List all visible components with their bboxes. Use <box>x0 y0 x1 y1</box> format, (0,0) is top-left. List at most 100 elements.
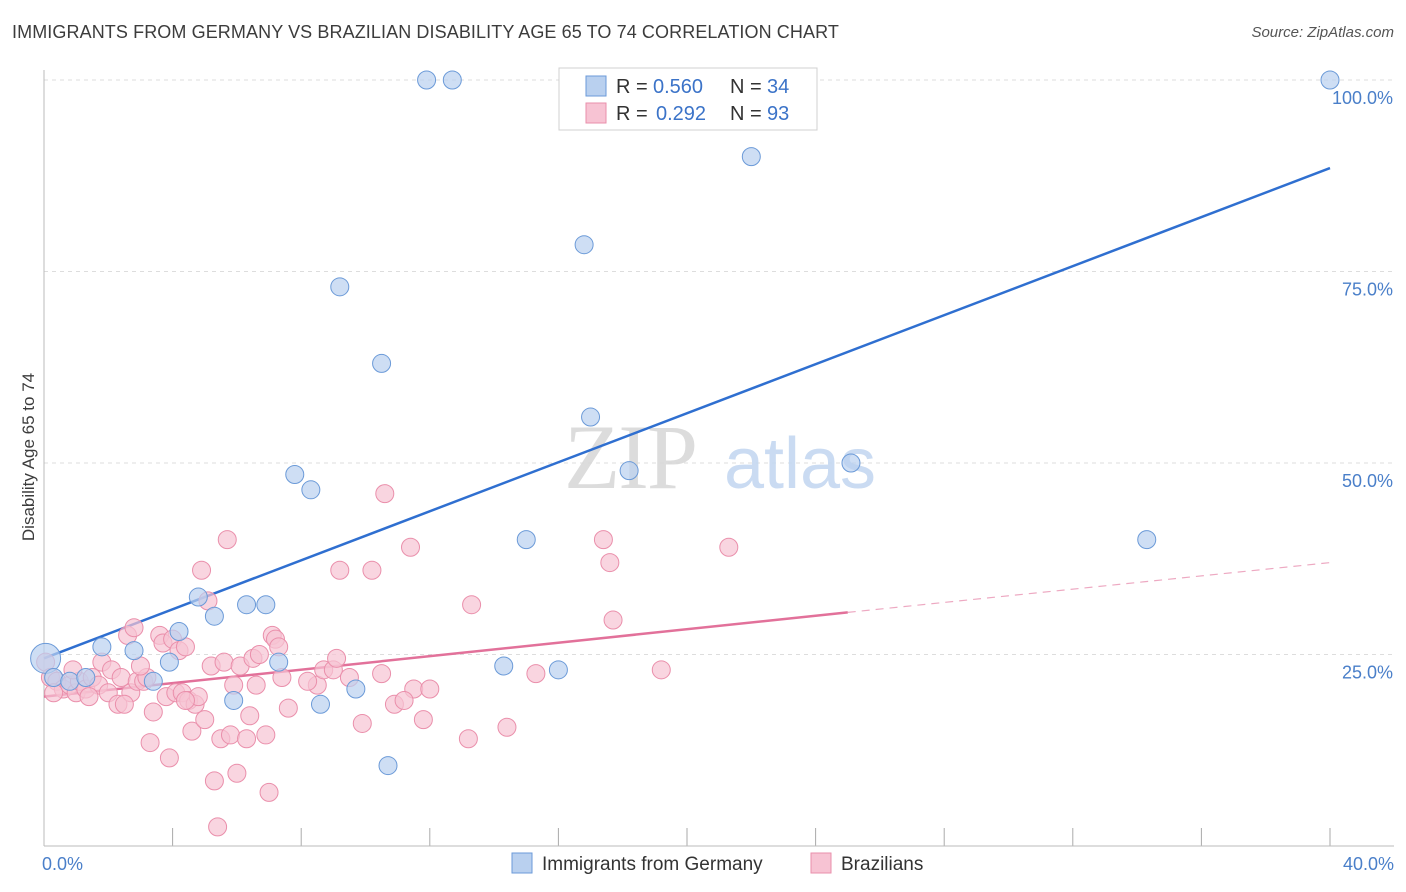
x-tick-marks <box>43 828 1331 846</box>
point-brazilians <box>246 675 266 695</box>
point-brazilians <box>375 484 395 504</box>
legend-r-label-1: R = <box>616 76 648 98</box>
point-brazilians <box>182 721 202 741</box>
point-brazilians <box>214 652 234 672</box>
point-germany <box>442 70 462 90</box>
correlation-legend: R = 0.560 N = 34 R = 0.292 N = 93 <box>558 67 818 131</box>
point-brazilians <box>603 610 623 630</box>
source-credit: Source: ZipAtlas.com <box>1251 24 1394 41</box>
point-brazilians <box>195 710 215 730</box>
point-germany <box>269 652 289 672</box>
legend-n-value-2: 93 <box>767 103 789 125</box>
point-germany <box>494 656 514 676</box>
y-tick-label: 25.0% <box>1342 663 1393 683</box>
point-brazilians <box>413 710 433 730</box>
point-brazilians <box>249 645 269 664</box>
point-brazilians <box>111 667 131 687</box>
point-brazilians <box>140 733 160 753</box>
point-germany <box>256 595 276 615</box>
point-germany <box>516 530 536 550</box>
point-brazilians <box>651 660 671 680</box>
point-brazilians <box>159 748 179 768</box>
point-germany <box>372 353 392 373</box>
y-tick-label: 100.0% <box>1332 88 1393 108</box>
point-germany <box>188 587 208 607</box>
point-brazilians <box>298 671 318 691</box>
point-brazilians <box>192 560 212 580</box>
axes <box>43 70 1394 847</box>
point-brazilians <box>220 725 240 745</box>
y-tick-labels: 25.0% 50.0% 75.0% 100.0% <box>1332 88 1393 683</box>
point-germany <box>1320 70 1340 90</box>
legend-n-value-1: 34 <box>767 76 789 98</box>
x-tick-label-max: 40.0% <box>1343 854 1394 874</box>
series-legend-label-germany: Immigrants from Germany <box>542 854 763 875</box>
point-brazilians <box>719 537 739 557</box>
point-brazilians <box>124 618 144 638</box>
point-brazilians <box>256 725 276 745</box>
x-tick-label-min: 0.0% <box>42 854 83 874</box>
point-brazilians <box>394 690 414 710</box>
series-legend: Immigrants from Germany Brazilians <box>511 852 923 875</box>
point-brazilians <box>497 717 517 737</box>
point-germany <box>417 70 437 90</box>
trend-lines <box>43 166 1331 698</box>
point-brazilians <box>462 595 482 615</box>
point-brazilians <box>458 729 478 749</box>
legend-swatch-pink <box>585 102 607 124</box>
y-axis-label: Disability Age 65 to 74 <box>19 373 38 541</box>
scatter-points <box>30 70 1340 837</box>
point-germany <box>204 606 224 626</box>
point-brazilians <box>327 648 347 668</box>
point-germany <box>1137 530 1157 550</box>
legend-r-value-1: 0.560 <box>653 76 703 98</box>
point-germany <box>44 667 64 687</box>
y-tick-label: 75.0% <box>1342 280 1393 300</box>
point-brazilians <box>143 702 163 722</box>
point-germany <box>574 235 594 255</box>
point-germany <box>301 480 321 500</box>
trend-line-extension-brazilians <box>847 561 1331 613</box>
point-germany <box>741 147 761 167</box>
point-germany <box>841 453 861 473</box>
point-germany <box>237 595 257 615</box>
watermark: ZIP atlas <box>564 406 876 508</box>
point-brazilians <box>175 690 195 710</box>
point-germany <box>76 667 96 687</box>
point-brazilians <box>272 667 292 687</box>
point-germany <box>169 622 189 642</box>
point-germany <box>60 671 80 691</box>
point-brazilians <box>278 698 298 718</box>
point-brazilians <box>227 763 247 783</box>
point-germany <box>378 756 398 776</box>
point-germany <box>548 660 568 680</box>
trend-line-brazilians <box>43 611 848 698</box>
trend-line-germany <box>43 166 1331 660</box>
series-legend-swatch-blue <box>511 852 533 874</box>
grid-lines <box>44 79 1394 655</box>
y-tick-label: 50.0% <box>1342 471 1393 491</box>
legend-n-label-1: N = <box>730 76 762 98</box>
point-germany <box>310 694 330 714</box>
point-germany <box>285 464 305 484</box>
legend-swatch-blue <box>585 75 607 97</box>
point-germany <box>619 461 639 481</box>
point-brazilians <box>237 729 257 749</box>
point-germany <box>224 690 244 710</box>
point-germany <box>346 679 366 699</box>
point-germany <box>124 641 144 661</box>
point-germany <box>143 671 163 691</box>
point-brazilians <box>259 782 279 802</box>
point-brazilians <box>79 687 99 707</box>
point-brazilians <box>352 713 372 733</box>
chart-title: IMMIGRANTS FROM GERMANY VS BRAZILIAN DIS… <box>12 22 839 42</box>
point-brazilians <box>526 664 546 684</box>
point-germany <box>581 407 601 427</box>
point-germany <box>159 652 179 672</box>
point-brazilians <box>593 530 613 550</box>
point-brazilians <box>372 664 392 684</box>
point-brazilians <box>204 771 224 791</box>
point-brazilians <box>208 817 228 837</box>
legend-n-label-2: N = <box>730 103 762 125</box>
